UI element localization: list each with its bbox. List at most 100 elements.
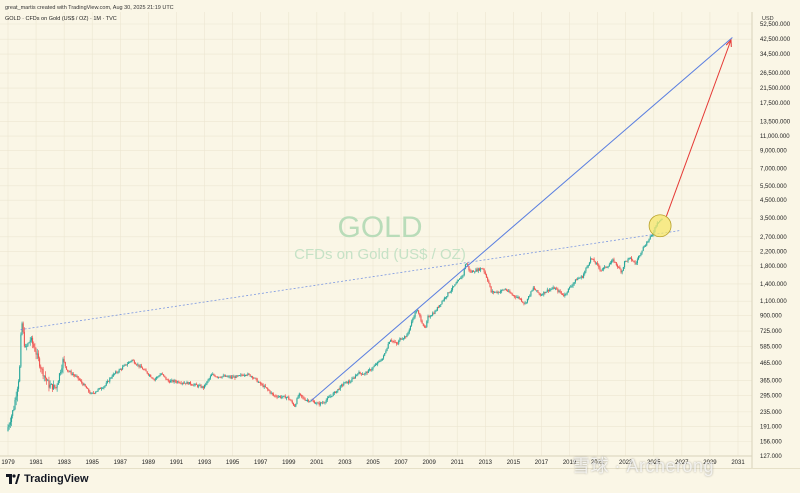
candle-body [392,341,394,342]
candle-body [120,369,123,370]
candle-body [43,375,45,377]
candle-body [627,258,629,262]
candle-body [41,368,43,370]
candle-body [223,375,225,377]
candle-body [599,267,601,270]
candle-body [337,389,339,391]
candle-body [105,382,107,386]
candle-body [36,353,38,355]
time-tick-label: 1987 [114,460,128,466]
candle-body [17,381,20,389]
candle-body [134,363,137,365]
candle-body [483,268,485,272]
candle-body [226,375,228,377]
candle-body [222,375,224,377]
candle-body [24,346,27,348]
candle-body [606,267,608,268]
candle-body [206,381,208,385]
candle-body [347,381,349,384]
candle-body [408,329,410,333]
candle-body [229,376,231,378]
candle-body [166,379,168,381]
time-tick-label: 1989 [142,460,156,466]
candle-body [247,373,249,376]
candle-body [649,236,651,239]
candle-body [336,390,338,393]
candle-body [449,291,451,293]
candle-body [56,384,58,388]
time-axis[interactable]: 1979 1981 1983 1985 1987 1989 1991 1993 1995 1997… [0,455,752,466]
candle-body [281,396,283,398]
candle-body [531,289,533,292]
candle-body [553,287,555,289]
candle-body [118,369,120,373]
candle-body [402,338,404,340]
time-tick-label: 2031 [731,460,745,466]
candle-body [205,384,207,386]
candle-body [19,366,21,382]
candle-body [132,359,134,361]
time-tick-label: 2023 [619,460,633,466]
price-tick-label: 26,500.000 [760,71,791,77]
candle-body [419,313,421,317]
price-tick-label: 5,500.000 [760,184,787,190]
candle-body [111,376,113,378]
candle-body [301,394,303,397]
time-tick-label: 1985 [86,460,100,466]
price-tick-label: 295.000 [760,394,782,400]
candle-body [151,377,153,379]
candle-body [565,293,567,295]
candle-body [550,289,552,291]
candle-body [57,380,59,385]
candle-body [316,402,318,404]
candle-body [106,380,108,383]
time-tick-label: 2017 [535,460,549,466]
support-line [20,230,681,331]
candle-body [189,382,192,385]
candle-body [598,264,600,268]
candle-body [611,260,613,263]
candle-body [564,294,566,297]
candle-body [646,242,648,246]
candle-body [467,263,469,267]
candle-body [440,304,442,305]
candle-body [234,376,236,378]
candle-body [559,290,561,293]
candle-body [172,380,174,382]
candle-body [232,376,234,378]
candle-body [225,375,227,377]
candle-body [373,365,375,368]
candle-body [150,374,152,378]
candle-body [64,361,66,367]
candle-body [16,388,18,397]
candle-body [68,371,70,372]
candle-body [154,378,156,380]
candle-body [338,389,340,390]
price-tick-label: 156.000 [760,439,782,445]
candle-body [607,266,609,268]
candle-body [146,371,148,374]
candle-body [184,382,186,384]
candle-body [299,393,302,395]
candle-body [246,374,248,376]
candle-body [26,345,28,347]
candle-body [308,400,310,402]
candle-body [108,380,110,382]
price-chart[interactable]: GOLD CFDs on Gold (US$ / OZ) 52,500.000 4… [0,0,800,468]
time-tick-label: 1991 [170,460,184,466]
candles-layer [7,218,663,432]
candle-body [311,400,313,402]
candle-body [469,269,471,272]
candle-body [136,364,138,366]
candle-body [544,291,546,293]
candle-body [288,396,290,400]
price-axis[interactable]: 52,500.000 42,500.000 34,500.000 26,500.000… [751,12,791,468]
candle-body [237,375,240,377]
candle-body [546,289,548,292]
candle-body [515,296,517,298]
tradingview-logo[interactable]: TradingView [6,473,89,485]
candle-body [452,286,454,290]
candle-body [302,396,304,398]
candle-body [318,402,320,405]
candle-body [401,338,403,340]
